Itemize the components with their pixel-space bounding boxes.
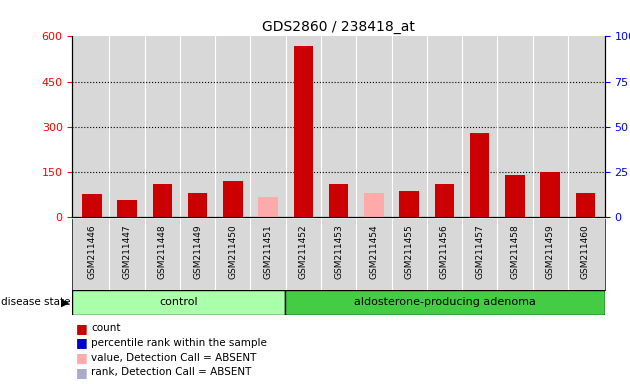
Text: percentile rank within the sample: percentile rank within the sample [91, 338, 267, 348]
Text: GSM211446: GSM211446 [88, 225, 96, 279]
Text: control: control [159, 297, 198, 308]
Text: GSM211455: GSM211455 [404, 225, 414, 279]
Text: GSM211448: GSM211448 [158, 225, 167, 279]
Bar [258, 197, 278, 217]
Text: GSM211459: GSM211459 [546, 225, 554, 279]
Text: GSM211453: GSM211453 [334, 225, 343, 279]
Text: rank, Detection Call = ABSENT: rank, Detection Call = ABSENT [91, 367, 252, 377]
Text: ■: ■ [76, 322, 88, 335]
Bar [223, 181, 243, 217]
Bar [82, 194, 101, 217]
Bar [505, 175, 525, 217]
Text: ■: ■ [76, 351, 88, 364]
Bar [399, 191, 419, 217]
Bar [152, 184, 172, 217]
Bar [541, 172, 560, 217]
Text: value, Detection Call = ABSENT: value, Detection Call = ABSENT [91, 353, 257, 362]
Text: GSM211447: GSM211447 [123, 225, 132, 279]
Bar [294, 46, 313, 217]
Text: aldosterone-producing adenoma: aldosterone-producing adenoma [354, 297, 536, 308]
Bar [576, 193, 595, 217]
Bar [329, 184, 348, 217]
Text: GSM211454: GSM211454 [369, 225, 379, 279]
Bar [188, 193, 207, 217]
Bar [435, 184, 454, 217]
Text: ■: ■ [76, 366, 88, 379]
Text: ▶: ▶ [61, 297, 69, 308]
Text: GSM211458: GSM211458 [510, 225, 519, 279]
Text: GSM211450: GSM211450 [228, 225, 238, 279]
Text: GSM211449: GSM211449 [193, 225, 202, 279]
Text: ■: ■ [76, 336, 88, 349]
Title: GDS2860 / 238418_at: GDS2860 / 238418_at [262, 20, 415, 34]
Text: disease state: disease state [1, 297, 71, 308]
Text: GSM211456: GSM211456 [440, 225, 449, 279]
Text: count: count [91, 323, 121, 333]
Bar [285, 290, 605, 315]
Text: GSM211460: GSM211460 [581, 225, 590, 279]
Bar [470, 133, 490, 217]
Text: GSM211451: GSM211451 [263, 225, 273, 279]
Bar [364, 193, 384, 217]
Text: GSM211457: GSM211457 [475, 225, 484, 279]
Bar [72, 290, 285, 315]
Text: GSM211452: GSM211452 [299, 225, 308, 279]
Bar [117, 200, 137, 217]
